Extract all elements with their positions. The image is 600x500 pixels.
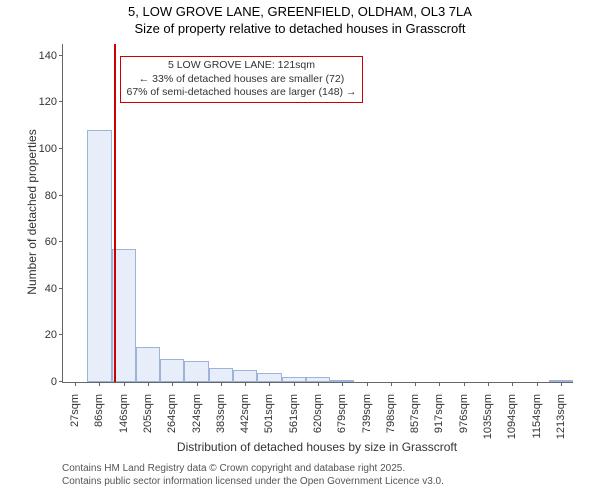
histogram-bar [330, 380, 354, 382]
callout-box: 5 LOW GROVE LANE: 121sqm← 33% of detache… [120, 56, 364, 103]
x-tick-mark [439, 382, 440, 386]
callout-line: 5 LOW GROVE LANE: 121sqm [127, 59, 357, 73]
x-tick-label: 976sqm [458, 394, 470, 433]
footer-line-2: Contains public sector information licen… [62, 475, 444, 488]
x-tick-label: 620sqm [312, 394, 324, 433]
x-tick-mark [75, 382, 76, 386]
histogram-bar [282, 377, 306, 382]
y-tick-label: 60 [45, 236, 63, 248]
x-axis-label: Distribution of detached houses by size … [62, 440, 572, 454]
y-axis-label: Number of detached properties [25, 112, 39, 312]
x-tick-mark [342, 382, 343, 386]
x-tick-label: 739sqm [361, 394, 373, 433]
x-tick-label: 917sqm [433, 394, 445, 433]
histogram-bar [87, 130, 111, 382]
x-tick-mark [561, 382, 562, 386]
y-tick-label: 140 [39, 50, 63, 62]
x-tick-label: 1213sqm [555, 394, 567, 439]
histogram-bar [136, 347, 160, 382]
x-tick-mark [124, 382, 125, 386]
x-tick-mark [464, 382, 465, 386]
callout-line: 67% of semi-detached houses are larger (… [127, 86, 357, 100]
y-tick-mark [59, 148, 63, 149]
y-tick-mark [59, 241, 63, 242]
histogram-bar [306, 377, 330, 382]
histogram-bar [549, 380, 573, 382]
x-tick-mark [148, 382, 149, 386]
x-tick-label: 442sqm [239, 394, 251, 433]
property-marker-line [114, 44, 116, 382]
y-tick-label: 120 [39, 96, 63, 108]
histogram-bar [257, 373, 281, 382]
x-tick-mark [367, 382, 368, 386]
y-tick-mark [59, 195, 63, 196]
plot-area: 02040608010012014027sqm86sqm146sqm205sqm… [62, 44, 573, 383]
x-tick-mark [221, 382, 222, 386]
x-tick-label: 857sqm [409, 394, 421, 433]
y-tick-mark [59, 381, 63, 382]
x-tick-mark [197, 382, 198, 386]
histogram-bar [209, 368, 233, 382]
y-tick-mark [59, 101, 63, 102]
chart-container: 5, LOW GROVE LANE, GREENFIELD, OLDHAM, O… [0, 0, 600, 500]
x-tick-label: 383sqm [215, 394, 227, 433]
title-line-2: Size of property relative to detached ho… [0, 21, 600, 38]
histogram-bar [233, 370, 257, 382]
chart-title: 5, LOW GROVE LANE, GREENFIELD, OLDHAM, O… [0, 0, 600, 38]
x-tick-mark [245, 382, 246, 386]
title-line-1: 5, LOW GROVE LANE, GREENFIELD, OLDHAM, O… [0, 4, 600, 21]
x-tick-mark [512, 382, 513, 386]
y-tick-label: 20 [45, 329, 63, 341]
histogram-bar [160, 359, 184, 382]
x-tick-label: 86sqm [93, 394, 105, 427]
y-tick-label: 80 [45, 190, 63, 202]
x-tick-mark [269, 382, 270, 386]
x-tick-mark [172, 382, 173, 386]
x-tick-mark [537, 382, 538, 386]
x-tick-label: 561sqm [288, 394, 300, 433]
x-tick-label: 798sqm [385, 394, 397, 433]
callout-line: ← 33% of detached houses are smaller (72… [127, 73, 357, 87]
x-tick-label: 27sqm [69, 394, 81, 427]
y-tick-label: 0 [51, 376, 63, 388]
y-tick-label: 100 [39, 143, 63, 155]
x-tick-label: 264sqm [166, 394, 178, 433]
x-tick-label: 1154sqm [531, 394, 543, 438]
x-tick-mark [294, 382, 295, 386]
y-tick-mark [59, 288, 63, 289]
x-tick-label: 1035sqm [482, 394, 494, 439]
x-tick-mark [318, 382, 319, 386]
x-tick-label: 205sqm [142, 394, 154, 433]
histogram-bar [184, 361, 208, 382]
x-tick-label: 679sqm [336, 394, 348, 433]
x-tick-label: 1094sqm [506, 394, 518, 439]
x-tick-label: 146sqm [118, 394, 130, 433]
y-tick-mark [59, 55, 63, 56]
x-tick-label: 501sqm [263, 394, 275, 433]
x-tick-mark [391, 382, 392, 386]
footer-line-1: Contains HM Land Registry data © Crown c… [62, 462, 444, 475]
x-tick-mark [99, 382, 100, 386]
x-tick-mark [488, 382, 489, 386]
y-tick-label: 40 [45, 283, 63, 295]
footer-attribution: Contains HM Land Registry data © Crown c… [62, 462, 444, 488]
x-tick-label: 324sqm [191, 394, 203, 433]
y-tick-mark [59, 334, 63, 335]
x-tick-mark [415, 382, 416, 386]
